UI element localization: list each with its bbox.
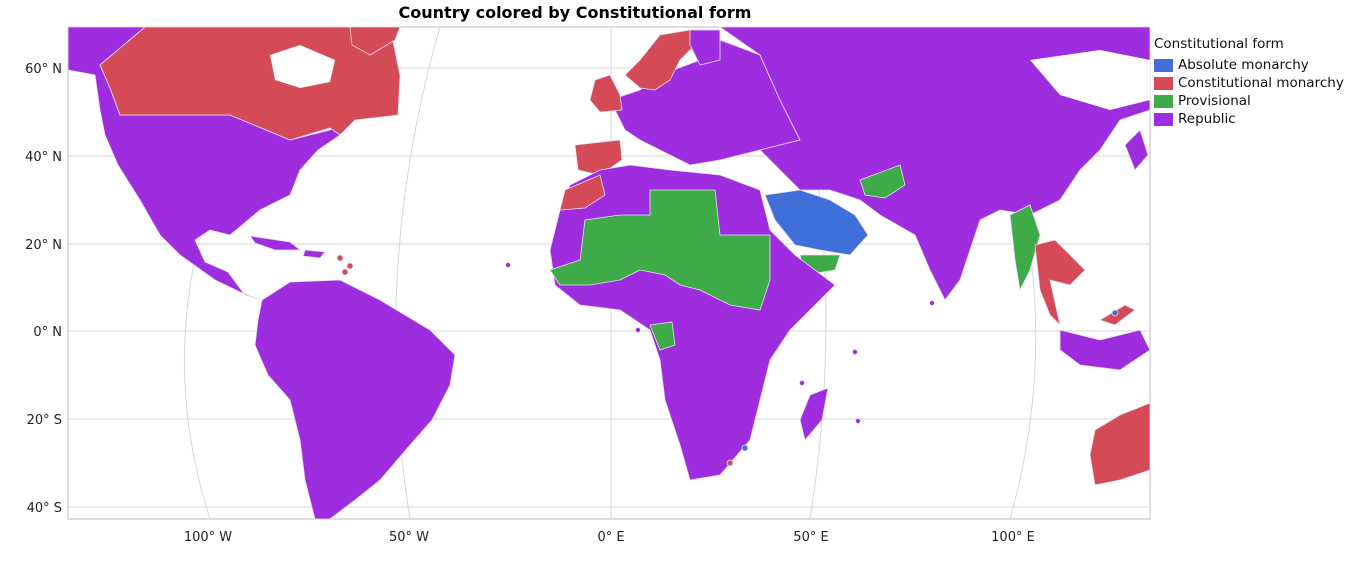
legend-item-absolute-monarchy[interactable]: Absolute monarchy bbox=[1154, 56, 1344, 74]
lon-tick: 100° E bbox=[991, 530, 1035, 545]
lat-tick: 40° N bbox=[25, 150, 62, 165]
legend-item-constitutional-monarchy[interactable]: Constitutional monarchy bbox=[1154, 74, 1344, 92]
south-america-land bbox=[254, 279, 456, 520]
uk-land bbox=[589, 74, 623, 113]
legend-item-provisional[interactable]: Provisional bbox=[1154, 92, 1344, 110]
legend-swatch bbox=[1154, 76, 1173, 90]
spain-land bbox=[574, 139, 623, 176]
madagascar-land bbox=[799, 387, 829, 441]
legend-label: Republic bbox=[1178, 111, 1236, 127]
canada-land bbox=[99, 26, 401, 141]
scandinavia-land bbox=[624, 29, 696, 91]
legend: Constitutional form Absolute monarchy Co… bbox=[1154, 36, 1344, 128]
legend-item-republic[interactable]: Republic bbox=[1154, 110, 1344, 128]
lon-tick: 50° E bbox=[793, 530, 828, 545]
legend-label: Provisional bbox=[1178, 93, 1251, 109]
map-title: Country colored by Constitutional form bbox=[398, 3, 752, 22]
lon-tick: 50° W bbox=[389, 530, 429, 545]
lat-axis: 60° N 40° N 20° N 0° N 20° S 40° S bbox=[25, 62, 62, 516]
lon-axis: 100° W 50° W 0° E 50° E 100° E bbox=[184, 530, 1035, 545]
legend-swatch bbox=[1154, 58, 1173, 72]
lon-tick: 0° E bbox=[597, 530, 624, 545]
asia-land bbox=[718, 26, 1151, 301]
lat-tick: 20° N bbox=[25, 238, 62, 253]
myanmar-land bbox=[1009, 204, 1041, 292]
canada-islands bbox=[270, 45, 335, 88]
legend-label: Constitutional monarchy bbox=[1178, 75, 1344, 91]
thailand-land bbox=[1034, 239, 1086, 327]
legend-title: Constitutional form bbox=[1154, 36, 1284, 52]
lat-tick: 60° N bbox=[25, 62, 62, 77]
arabia-land bbox=[764, 189, 869, 256]
sahel-provisional bbox=[549, 189, 771, 311]
afghanistan-land bbox=[859, 164, 906, 199]
lat-tick: 40° S bbox=[27, 501, 62, 516]
legend-swatch bbox=[1154, 94, 1173, 108]
legend-swatch bbox=[1154, 112, 1173, 126]
australia-land bbox=[1089, 402, 1151, 486]
legend-label: Absolute monarchy bbox=[1178, 57, 1309, 73]
land-masses bbox=[67, 26, 1151, 520]
lat-tick: 0° N bbox=[33, 325, 62, 340]
lon-tick: 100° W bbox=[184, 530, 232, 545]
lat-tick: 20° S bbox=[27, 413, 62, 428]
greenland-land bbox=[349, 26, 401, 56]
